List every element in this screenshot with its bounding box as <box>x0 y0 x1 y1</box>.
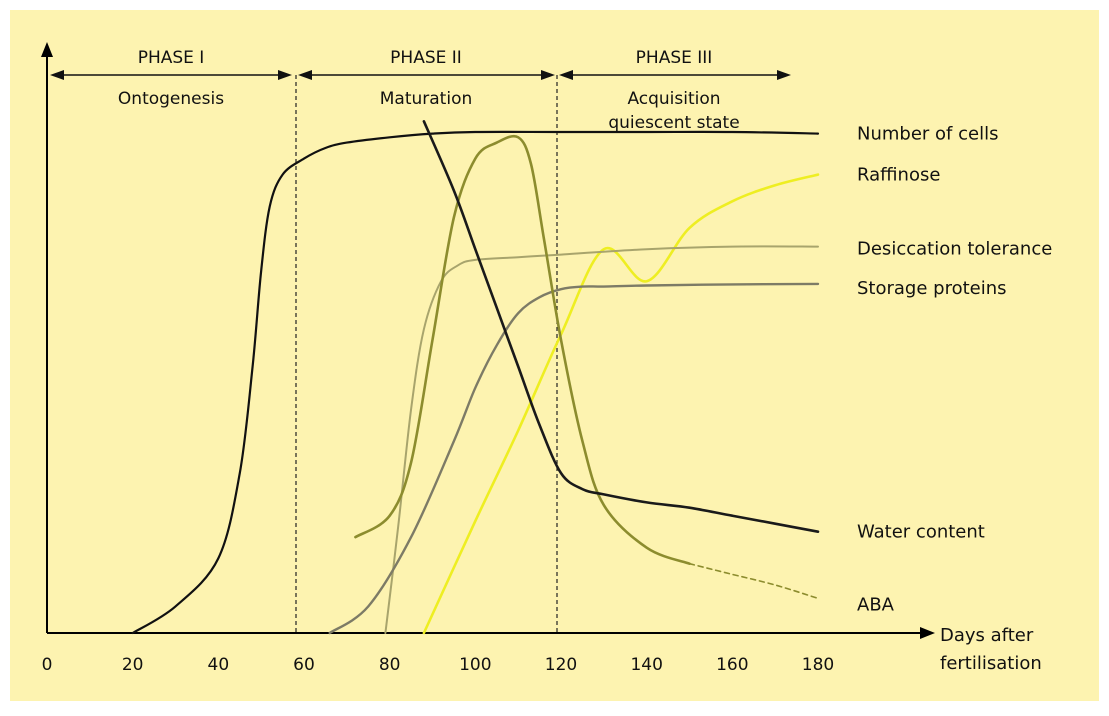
x-axis-label-line-1: Days after <box>940 625 1034 646</box>
series-label-number-of-cells: Number of cells <box>857 124 998 145</box>
x-tick-label: 60 <box>293 655 315 675</box>
x-tick-label: 80 <box>379 655 401 675</box>
x-tick-label: 120 <box>545 655 577 675</box>
series-line-aba <box>354 134 691 565</box>
series-line-storage-proteins <box>328 282 820 635</box>
x-tick-label: 100 <box>459 655 491 675</box>
series-line-water-content <box>422 120 820 533</box>
series-label-storage-proteins: Storage proteins <box>857 278 1007 299</box>
axes: Days after fertilisation <box>41 42 1042 674</box>
phase-1-label: Ontogenesis <box>118 89 224 109</box>
phase-3-arrow-right <box>777 70 791 80</box>
phase-3-label-line-2: quiescent state <box>608 113 739 133</box>
x-tick-label: 140 <box>630 655 662 675</box>
phase-2-arrow-left <box>298 70 312 80</box>
series-label-desiccation-tolerance: Desiccation tolerance <box>857 239 1052 260</box>
phase-3-label-line-1: Acquisition <box>627 89 720 109</box>
x-axis-arrowhead <box>920 627 935 639</box>
series-line-number-of-cells <box>131 130 820 635</box>
phase-1-name: PHASE I <box>138 48 205 68</box>
phase-2-name: PHASE II <box>390 48 462 68</box>
series-label-water-content: Water content <box>857 522 985 543</box>
phase-1-arrow-left <box>50 70 64 80</box>
x-tick-label: 160 <box>716 655 748 675</box>
x-tick-label: 0 <box>42 655 53 675</box>
x-axis-label-line-2: fertilisation <box>940 653 1042 674</box>
series-label-raffinose: Raffinose <box>857 165 940 186</box>
y-axis-arrowhead <box>41 42 53 57</box>
phase-2-label: Maturation <box>380 89 473 109</box>
series-label-aba: ABA <box>857 594 895 615</box>
x-tick-label: 180 <box>802 655 834 675</box>
phase-3-arrow-left <box>559 70 573 80</box>
x-tick-label: 20 <box>122 655 144 675</box>
phase-2-arrow-right <box>541 70 555 80</box>
x-tick-label: 40 <box>208 655 230 675</box>
phase-layer: PHASE I Ontogenesis PHASE II Maturation … <box>50 48 791 633</box>
phase-3-name: PHASE III <box>636 48 713 68</box>
series-line-aba-extrapolated <box>688 562 819 600</box>
series-layer <box>131 120 820 635</box>
x-tick-labels: 0 20 40 60 80 100 120 140 160 180 <box>42 655 835 675</box>
series-line-desiccation-tolerance <box>384 245 819 634</box>
chart-background <box>10 10 1099 701</box>
series-labels: Number of cells Raffinose Desiccation tole… <box>857 124 1052 616</box>
phase-1-arrow-right <box>278 70 292 80</box>
series-line-raffinose <box>422 173 820 635</box>
